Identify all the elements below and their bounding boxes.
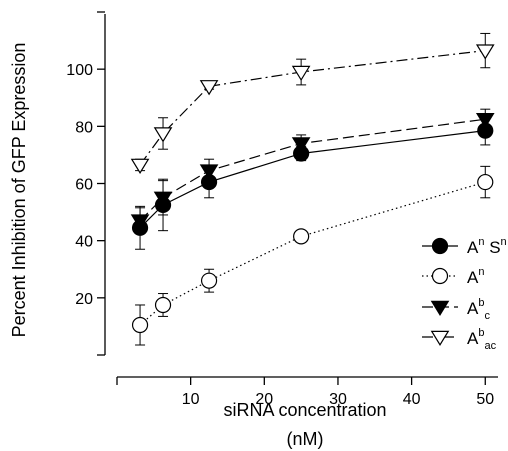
legend-label: An Sn: [467, 236, 507, 257]
data-point: [475, 44, 495, 60]
data-point: [130, 158, 150, 174]
legend-marker: [431, 237, 449, 255]
data-point: [291, 137, 311, 153]
data-point: [291, 65, 311, 82]
y-tick-label: 40: [75, 234, 93, 251]
legend-item-an: An: [422, 266, 484, 287]
data-point: [477, 173, 494, 191]
x-tick-label: 50: [476, 391, 494, 408]
series-line: [139, 49, 486, 166]
data-point: [131, 219, 149, 236]
x-tick-label: 20: [255, 391, 273, 408]
axes: 20 40 60 80 100 10 20 30 40 50: [66, 11, 498, 408]
legend-label: Abac: [467, 327, 497, 352]
legend-marker: [430, 330, 450, 347]
series-an: [131, 165, 494, 346]
y-tick-label: 60: [75, 177, 93, 194]
y-axis-title: Percent Inhibition of GFP Expression: [9, 43, 29, 338]
series-ansn: [131, 115, 494, 250]
data-point: [200, 173, 218, 191]
data-point: [293, 145, 310, 162]
data-point: [293, 228, 310, 245]
series-line: [139, 118, 486, 222]
series-layer: [130, 32, 495, 346]
series-abac: [130, 32, 495, 174]
x-axis-title: siRNA concentration: [223, 400, 386, 420]
x-tick-label: 30: [329, 391, 347, 408]
y-tick-label: 100: [66, 62, 93, 79]
x-axis-unit: (nM): [287, 429, 324, 449]
data-point: [477, 122, 494, 139]
legend: An Sn An Abc Abac: [422, 236, 507, 352]
series-line: [139, 181, 486, 326]
x-tick-label: 10: [182, 391, 200, 408]
data-point: [154, 196, 172, 214]
x-tick-label: 40: [403, 391, 421, 408]
series-abc: [130, 108, 495, 235]
legend-item-abc: Abc: [422, 297, 490, 322]
data-point: [199, 80, 219, 96]
legend-label: Abc: [467, 297, 490, 322]
data-point: [153, 127, 173, 143]
series-line: [139, 130, 486, 229]
legend-marker: [430, 300, 450, 317]
data-point: [154, 296, 172, 314]
y-tick-label: 80: [75, 119, 93, 136]
legend-item-ansn: An Sn: [422, 236, 507, 257]
data-point: [131, 316, 149, 334]
data-point: [200, 272, 218, 289]
y-tick-label: 20: [75, 291, 93, 308]
legend-item-abac: Abac: [422, 327, 497, 352]
legend-label: An: [467, 266, 484, 287]
legend-marker: [431, 267, 449, 285]
